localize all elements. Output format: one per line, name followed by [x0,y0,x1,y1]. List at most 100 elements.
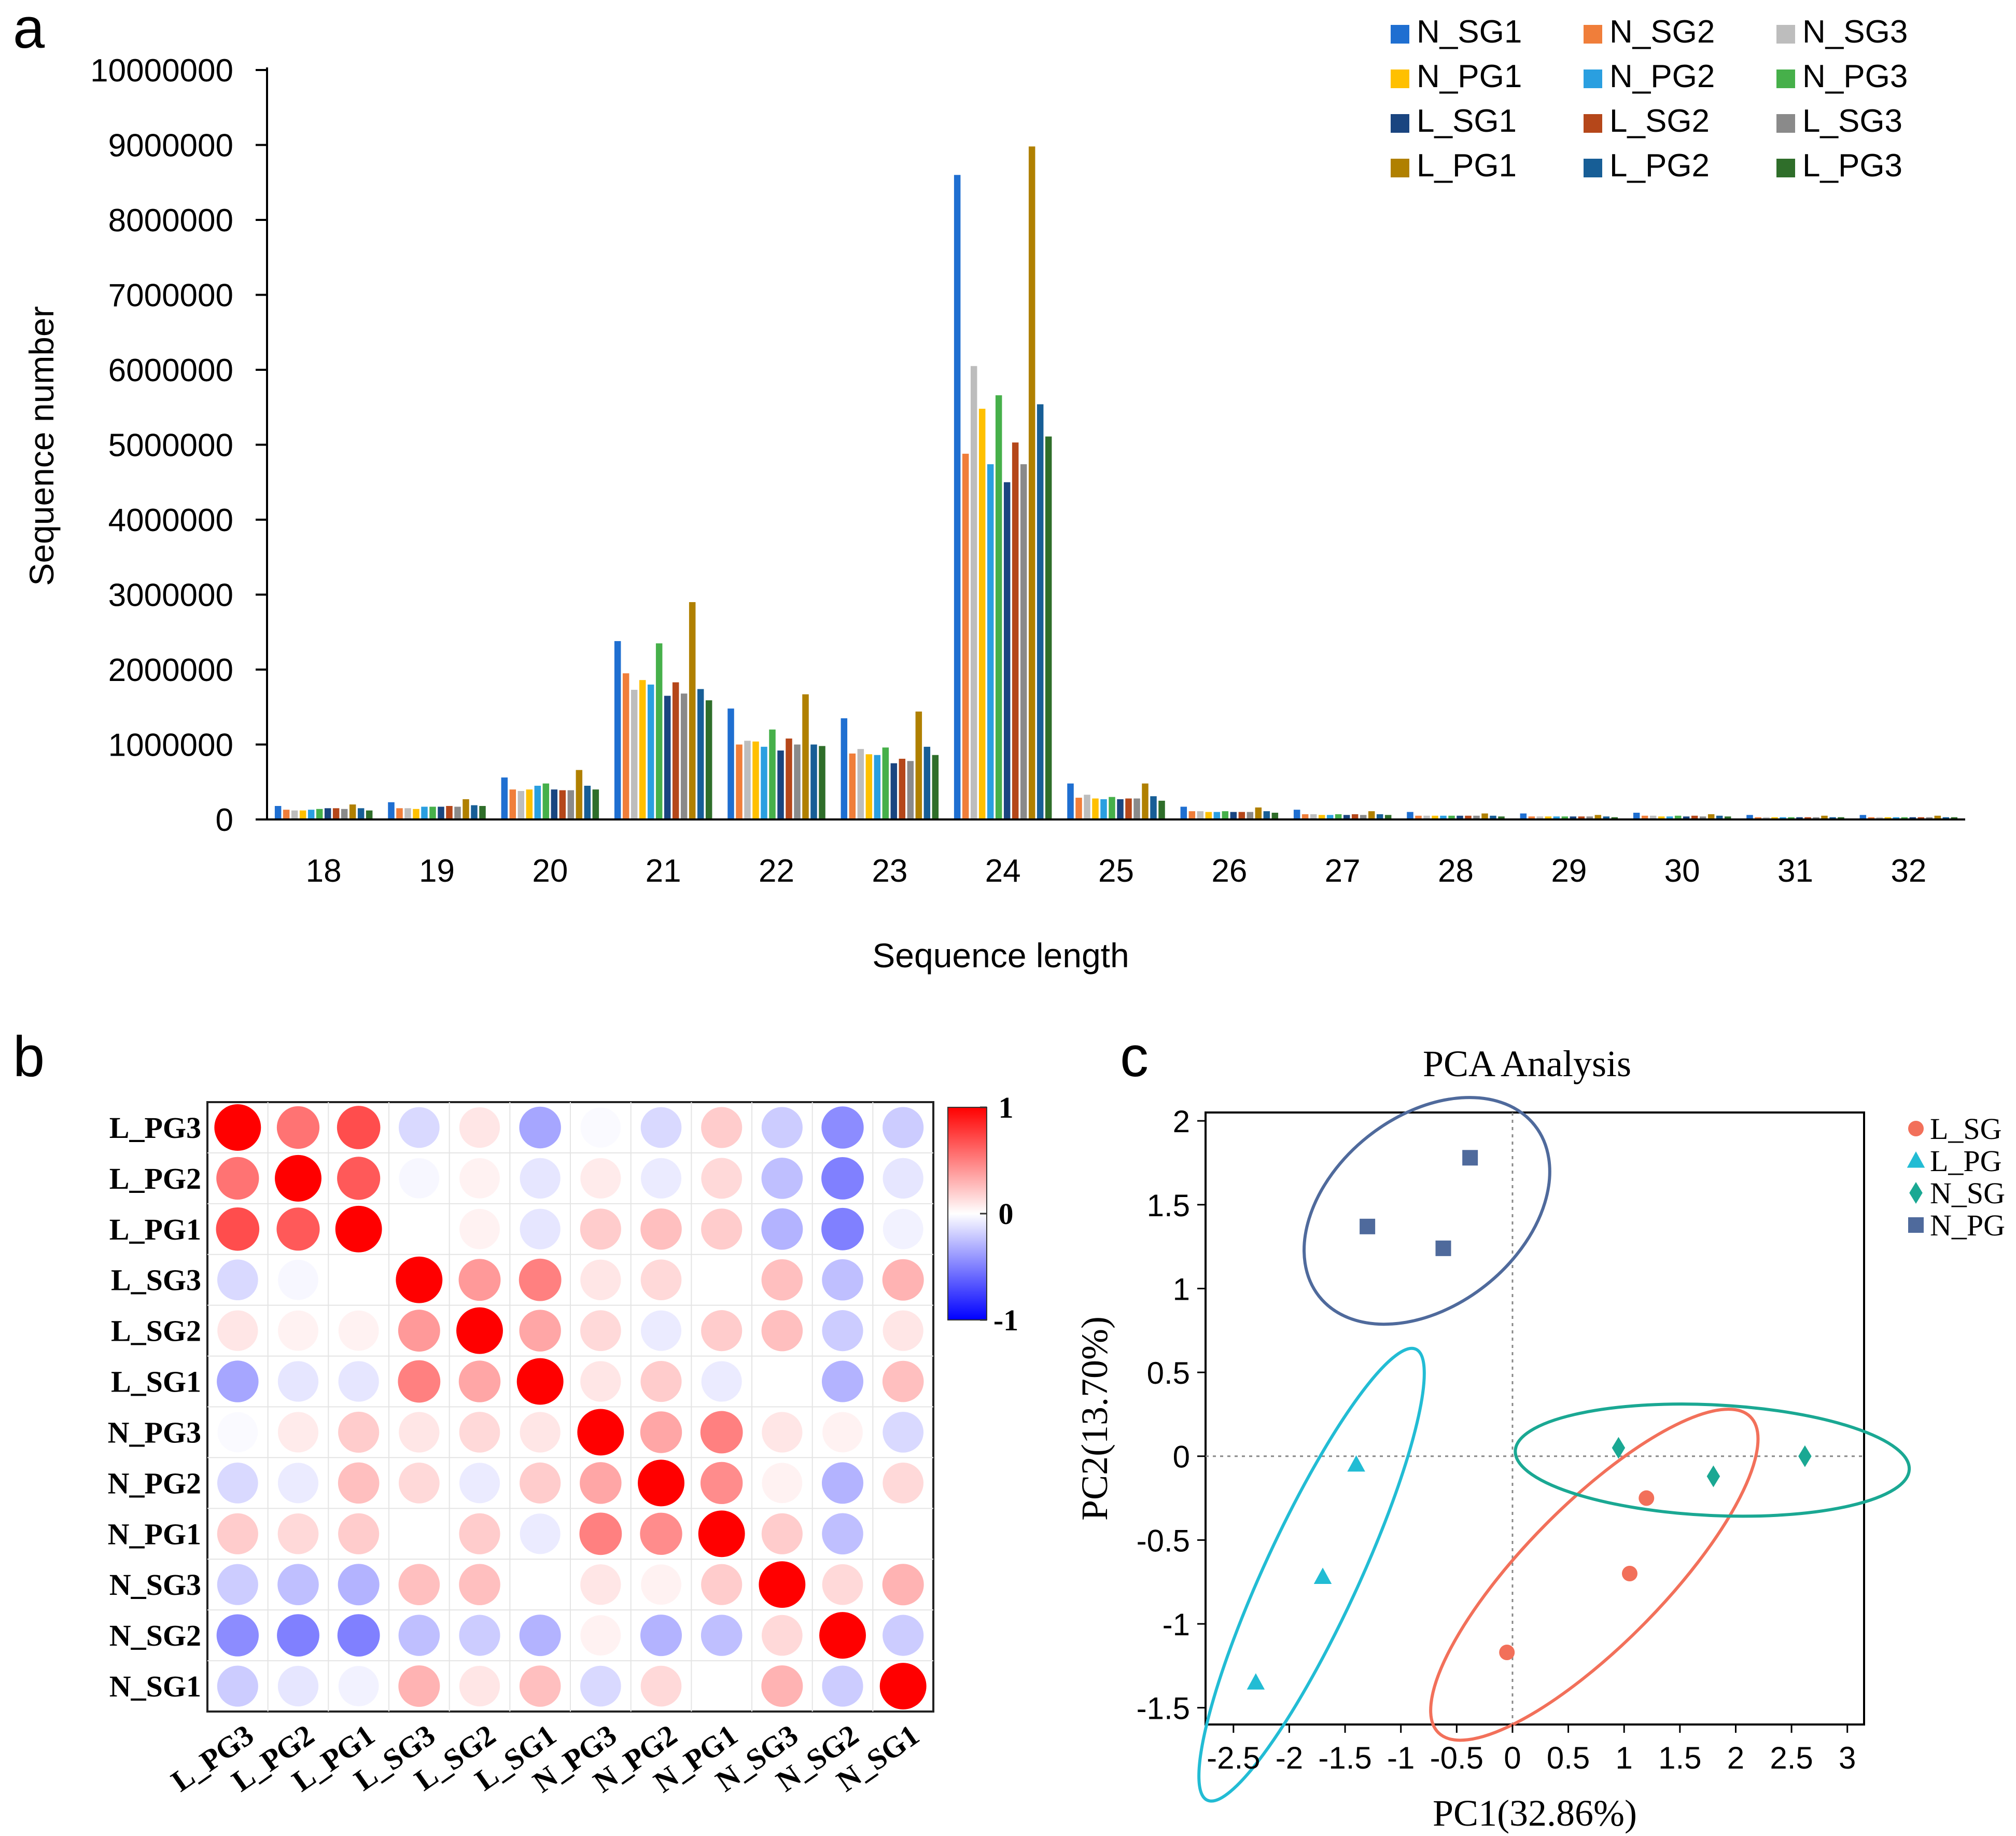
heatmap-cell [701,1310,743,1352]
bar-L_SG1-26 [1230,812,1237,819]
heatmap-cell [459,1208,500,1249]
heatmap-cell [640,1259,682,1301]
heatmap-cell [641,1564,681,1605]
bar-N_PG2-20 [534,785,541,819]
heatmap-cell [277,1665,319,1707]
heatmap-cell [398,1564,440,1605]
heatmap-cell [217,1564,258,1605]
bar-L_SG2-18 [332,808,340,819]
bar-N_PG1-28 [1432,815,1438,819]
heatmap-cell [883,1310,923,1351]
bar-N_SG3-19 [404,808,411,819]
bar-N_SG2-31 [1755,817,1761,819]
bar-L_PG2-24 [1037,404,1044,819]
bar-x-tick-label: 30 [1664,853,1700,889]
bar-L_PG3-20 [592,789,599,819]
bar-N_PG1-22 [752,741,759,819]
heatmap-cell [580,1107,621,1148]
bar-N_SG1-29 [1520,813,1527,819]
bar-L_PG1-27 [1368,811,1375,819]
heatmap-cell [819,1612,866,1659]
pca-point-N_SG [1798,1445,1812,1467]
pca-x-tick-label: -1 [1387,1741,1415,1775]
bar-legend: N_SG1 N_SG2 N_SG3 N_PG1 N_PG2 N_PG3 L_SG1 L_SG2… [1391,14,1908,184]
pca-y-axis-label: PC2(13.70%) [1074,1316,1115,1521]
bar-L_PG1-28 [1481,813,1488,819]
bar-L_SG1-18 [324,808,331,819]
bar-L_PG2-25 [1150,796,1157,819]
bar-N_PG1-30 [1658,816,1665,819]
legend-label-N_SG3: N_SG3 [1802,14,1908,50]
heatmap-row-label: L_PG1 [109,1213,201,1246]
heatmap-cell [399,1513,439,1554]
heatmap-row-label: L_PG3 [109,1111,201,1145]
bar-N_SG2-28 [1415,815,1422,819]
heatmap-cell [216,1207,260,1251]
heatmap-cell [459,1412,500,1453]
bar-L_PG1-18 [349,804,356,819]
heatmap-cell [640,1310,682,1351]
heatmap-row-label: N_PG3 [108,1415,201,1449]
bar-x-tick-label: 25 [1098,853,1134,889]
bar-N_PG3-29 [1561,816,1569,819]
bar-L_SG2-31 [1804,817,1811,819]
heatmap-cell [821,1207,864,1250]
bar-L_PG2-32 [1942,817,1950,819]
pca-point-N_PG [1360,1218,1376,1234]
heatmap-cell [577,1409,624,1456]
heatmap-cell [520,1412,561,1453]
colorbar-tick-label: -1 [993,1303,1018,1337]
pca-x-tick-label: 2 [1727,1741,1744,1775]
panel-label-c: c [1120,1025,1149,1089]
heatmap-cell [579,1512,622,1555]
bar-L_SG1-19 [438,806,444,819]
heatmap-cell [640,1360,682,1402]
legend-swatch-L_SG1 [1391,114,1409,133]
legend-label-N_PG3: N_PG3 [1802,59,1908,94]
heatmap-cell [399,1158,440,1199]
bar-N_PG2-27 [1326,815,1334,819]
bar-L_PG1-24 [1028,146,1035,819]
bar-x-tick-label: 31 [1777,853,1813,889]
heatmap-cell [338,1361,379,1402]
bar-L_SG1-25 [1117,799,1124,819]
bar-N_PG3-22 [769,729,776,819]
bar-L_SG2-21 [672,682,679,819]
colorbar-tick-label: 0 [999,1197,1014,1231]
heatmap-cell [398,1310,440,1352]
bar-L_SG3-28 [1473,815,1480,819]
bar-N_PG2-18 [307,810,315,819]
heatmap-cell [702,1666,742,1706]
bar-x-tick-label: 21 [646,853,681,889]
pca-y-tick-label: 0 [1173,1440,1190,1475]
bar-N_SG1-25 [1067,783,1074,819]
heatmap-cell [216,1614,259,1657]
heatmap-cell [580,1259,621,1300]
heatmap-cell [701,1158,743,1199]
heatmap-cell [700,1411,743,1454]
heatmap-cell [398,1107,440,1148]
legend-swatch-N_SG2 [1584,25,1602,44]
heatmap-cell [698,1510,745,1557]
bar-N_PG3-19 [429,806,436,819]
pca-scatter: PCA Analysis -2.5 -2 -1.5 -1 -0.5 0 0.5 1 1.5 2 2.… [1074,1043,2005,1834]
bar-N_PG3-25 [1109,797,1115,819]
bar-N_PG1-19 [413,809,419,819]
heatmap-cell [519,1310,561,1352]
heatmap-cell [580,1462,622,1504]
heatmap-cell [217,1310,258,1351]
heatmap-cell [519,1106,561,1149]
heatmap-row-label: N_PG2 [108,1466,201,1500]
heatmap-cell [277,1614,319,1657]
heatmap-cell [519,1665,561,1707]
bar-L_SG1-29 [1570,816,1577,819]
bar-L_PG3-28 [1498,816,1505,819]
heatmap-cell [700,1462,743,1505]
bar-L_SG3-29 [1586,816,1593,819]
bar-N_PG1-27 [1318,815,1325,819]
bar-N_PG3-21 [655,643,663,819]
heatmap-cell [339,1260,379,1300]
bar-N_PG1-20 [526,789,533,819]
pca-legend-marker-N_SG [1909,1182,1923,1204]
bar-L_SG2-20 [559,790,566,819]
